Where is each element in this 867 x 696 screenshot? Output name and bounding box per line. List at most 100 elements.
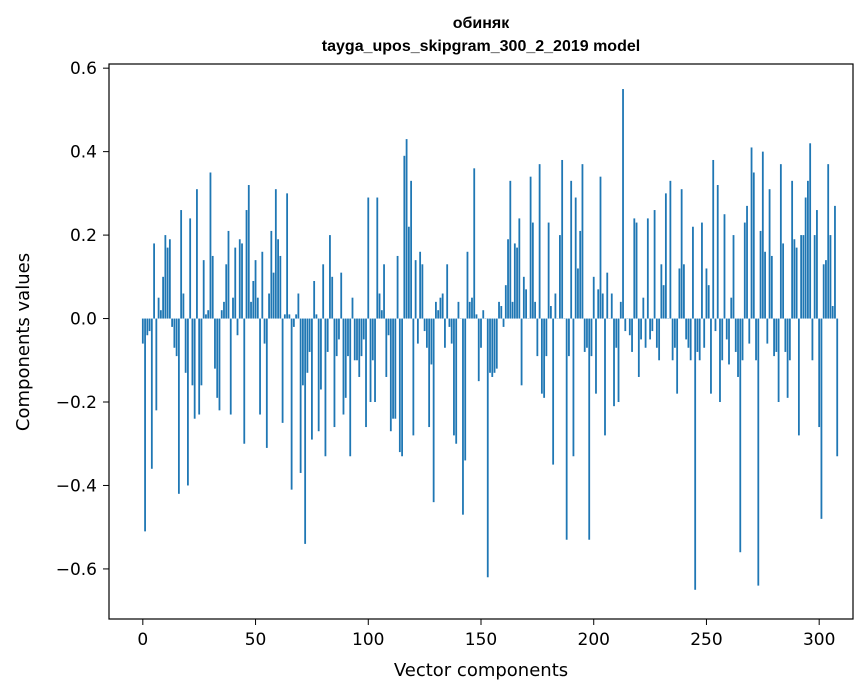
bar bbox=[766, 318, 769, 344]
y-tick-label: −0.2 bbox=[56, 393, 97, 413]
bar bbox=[734, 318, 737, 352]
y-tick-label: 0.0 bbox=[70, 310, 97, 330]
bar bbox=[365, 318, 367, 428]
bar bbox=[288, 314, 291, 319]
bar bbox=[432, 318, 435, 503]
bar bbox=[829, 235, 832, 319]
bar bbox=[779, 164, 782, 319]
bar bbox=[216, 318, 219, 398]
bar bbox=[791, 180, 794, 319]
bar bbox=[653, 210, 656, 319]
bar bbox=[642, 297, 645, 319]
bar bbox=[338, 318, 340, 340]
bar bbox=[455, 318, 458, 444]
bar bbox=[191, 318, 194, 386]
bar bbox=[223, 301, 225, 319]
bar bbox=[378, 293, 381, 319]
bar bbox=[405, 139, 408, 319]
bar bbox=[761, 151, 764, 319]
bar bbox=[525, 289, 527, 319]
bar bbox=[367, 197, 370, 319]
bar bbox=[466, 251, 469, 319]
x-tick-label: 100 bbox=[352, 630, 384, 650]
bar bbox=[394, 318, 397, 419]
bar bbox=[662, 285, 665, 319]
bar bbox=[685, 318, 688, 340]
bar bbox=[425, 318, 428, 348]
bar bbox=[407, 226, 410, 319]
y-tick-label: 0.2 bbox=[70, 226, 97, 246]
x-tick-label: 0 bbox=[137, 630, 148, 650]
bar bbox=[362, 318, 365, 340]
bar bbox=[295, 314, 298, 319]
bar bbox=[601, 293, 604, 319]
bar bbox=[619, 301, 622, 319]
y-tick-label: −0.4 bbox=[56, 476, 97, 496]
x-tick-label: 200 bbox=[578, 630, 610, 650]
bar bbox=[649, 318, 651, 340]
bar bbox=[232, 297, 234, 319]
bar bbox=[351, 297, 354, 319]
bar bbox=[464, 318, 467, 461]
bar bbox=[423, 318, 426, 332]
bar bbox=[529, 176, 532, 319]
bar bbox=[385, 318, 388, 377]
bar bbox=[701, 222, 703, 319]
bar bbox=[491, 318, 494, 377]
bar bbox=[473, 168, 476, 319]
bar bbox=[633, 218, 636, 319]
bar bbox=[304, 318, 307, 544]
bar bbox=[543, 318, 546, 398]
bar bbox=[764, 251, 766, 319]
bar bbox=[247, 185, 250, 319]
bar bbox=[279, 255, 282, 319]
bar bbox=[225, 264, 228, 319]
bar bbox=[268, 293, 270, 319]
bar bbox=[410, 180, 413, 319]
bar bbox=[606, 272, 609, 319]
bar bbox=[518, 218, 521, 319]
bar bbox=[342, 318, 345, 415]
bar bbox=[559, 235, 561, 319]
bar bbox=[775, 318, 778, 352]
bar bbox=[692, 226, 694, 319]
bar bbox=[448, 318, 451, 327]
bar bbox=[759, 230, 762, 319]
bar bbox=[770, 255, 773, 319]
bar bbox=[489, 318, 491, 373]
bar bbox=[347, 318, 349, 357]
bar bbox=[374, 318, 376, 403]
bar bbox=[446, 264, 449, 319]
bar bbox=[816, 210, 818, 319]
bar bbox=[277, 239, 279, 319]
bar bbox=[723, 214, 726, 319]
bar bbox=[331, 276, 334, 319]
bar bbox=[714, 318, 717, 332]
bar bbox=[635, 222, 638, 319]
bar bbox=[646, 218, 649, 319]
bar bbox=[696, 318, 699, 352]
bar bbox=[450, 318, 453, 344]
bar bbox=[457, 301, 460, 319]
bar bbox=[818, 318, 821, 428]
bar bbox=[157, 297, 160, 319]
bar bbox=[755, 318, 757, 361]
bar bbox=[493, 318, 496, 373]
bar bbox=[534, 301, 537, 319]
bar bbox=[283, 314, 286, 319]
bar bbox=[171, 318, 174, 327]
bar bbox=[189, 218, 192, 319]
bar bbox=[782, 243, 785, 319]
bar bbox=[320, 318, 322, 390]
bar bbox=[322, 264, 325, 319]
bar bbox=[795, 247, 798, 319]
bar bbox=[376, 197, 379, 319]
bar bbox=[586, 318, 588, 348]
y-tick-label: −0.6 bbox=[56, 560, 97, 580]
bar bbox=[401, 318, 403, 457]
bar bbox=[793, 239, 796, 319]
bar bbox=[678, 268, 681, 319]
bar bbox=[166, 247, 169, 319]
bar bbox=[403, 155, 406, 319]
